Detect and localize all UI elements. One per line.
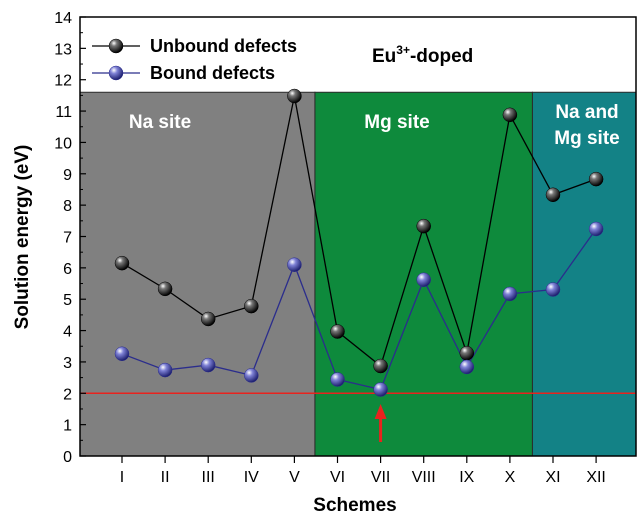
series-1-point-VII [373,358,388,374]
site-regions: Na site Mg site Na and Mg site [79,91,637,457]
x-tick-label: X [505,469,516,486]
region-label-3: Na and [555,102,618,123]
series-1-point-XII [588,171,604,187]
series-1-point-II [157,281,173,297]
y-tick-label: 14 [54,10,72,27]
region-3 [531,91,637,457]
doping-annotation-main: Eu [372,46,396,67]
legend-label-1: Unbound defects [150,36,297,56]
x-tick-label: I [120,469,124,486]
x-tick-label: XI [545,469,560,486]
y-tick-label: 1 [63,418,72,435]
series-2-point-III [200,357,216,373]
series-1-point-I [114,255,130,271]
series-1-point-VIII [416,218,431,234]
y-tick-label: 6 [63,261,72,278]
series-2-point-I [114,346,130,362]
series-1-point-III [200,311,216,327]
series-2-point-VI [330,372,345,387]
series-1-point-IX [459,345,475,361]
doping-annotation-sup: 3+ [396,43,410,57]
series-1-point-V [287,88,302,104]
x-axis-title: Schemes [313,495,396,516]
region-1 [79,91,316,457]
y-tick-label: 5 [63,292,72,309]
y-tick-label: 12 [54,73,72,90]
series-2-point-VII [373,382,388,397]
x-tick-label: IV [244,469,259,486]
legend-label-2: Bound defects [150,63,275,83]
y-tick-label: 3 [63,355,72,372]
y-tick-label: 8 [63,198,72,215]
series-2-point-IX [459,359,475,375]
region-label-3: Mg site [554,128,619,149]
reference-line [80,392,636,442]
series-2-point-II [157,362,173,378]
series-2-point-VIII [416,272,431,288]
y-axis-title: Solution energy (eV) [12,145,33,330]
series-2-point-X [502,286,518,302]
region-label-1: Na site [129,112,191,133]
series-2-point-IV [244,368,259,383]
series-2-point-V [287,257,302,272]
legend: Unbound defects Bound defects [92,36,297,83]
x-tick-label: III [202,469,215,486]
legend-marker-2 [108,65,124,81]
region-label-2: Mg site [364,112,429,133]
x-tick-label: IX [459,469,474,486]
y-tick-label: 10 [54,135,72,152]
y-tick-label: 11 [55,104,72,121]
x-tick-label: VIII [412,469,436,486]
series-1-point-X [502,107,518,123]
y-tick-label: 2 [63,386,72,403]
x-tick-label: VI [330,469,345,486]
x-tick-label: V [289,469,300,486]
x-tick-label: VII [371,469,391,486]
y-tick-label: 4 [63,324,72,341]
series-line-1 [121,95,597,368]
doping-annotation-rest: -doped [410,46,473,67]
y-tick-label: 13 [54,41,72,58]
series-layer [114,88,604,397]
legend-marker-1 [108,38,124,54]
series-1-point-XI [545,187,561,203]
y-tick-label: 9 [63,167,72,184]
highlight-arrow-head [374,404,387,419]
x-tick-label: II [161,469,170,486]
doping-annotation: Eu3+-doped [372,43,473,67]
series-2-point-XII [588,221,604,237]
series-1-point-VI [330,324,345,339]
y-tick-label: 0 [63,449,72,466]
y-tick-label: 7 [63,230,72,247]
series-1-point-IV [244,298,259,314]
series-2-point-XI [545,282,561,297]
x-tick-label: XII [586,469,606,486]
